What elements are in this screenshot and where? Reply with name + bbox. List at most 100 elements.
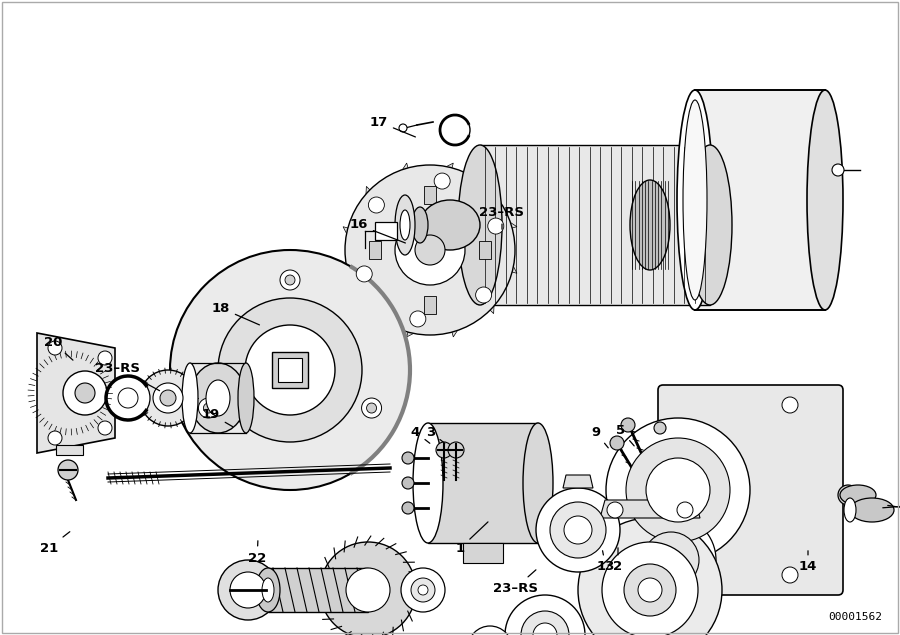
Circle shape: [621, 418, 635, 432]
Ellipse shape: [677, 90, 713, 310]
Circle shape: [402, 477, 414, 489]
Circle shape: [395, 215, 465, 285]
Circle shape: [468, 626, 512, 635]
Circle shape: [366, 403, 376, 413]
Text: 21: 21: [40, 531, 70, 554]
Polygon shape: [430, 250, 517, 273]
Ellipse shape: [256, 568, 280, 612]
Ellipse shape: [523, 423, 553, 543]
Polygon shape: [365, 186, 430, 250]
Circle shape: [677, 502, 693, 518]
Circle shape: [58, 460, 78, 480]
Circle shape: [626, 438, 730, 542]
Ellipse shape: [807, 90, 843, 310]
Circle shape: [550, 502, 606, 558]
Polygon shape: [343, 250, 430, 288]
Circle shape: [345, 165, 515, 335]
Bar: [278, 358, 302, 382]
Polygon shape: [463, 543, 503, 563]
Ellipse shape: [688, 145, 732, 305]
Text: 22: 22: [248, 541, 266, 565]
Circle shape: [140, 370, 196, 426]
Circle shape: [280, 270, 300, 290]
Text: 15: 15: [0, 634, 1, 635]
Circle shape: [782, 567, 798, 583]
Ellipse shape: [420, 200, 480, 250]
Text: 18: 18: [212, 302, 259, 325]
Text: 00001562: 00001562: [828, 612, 882, 622]
Bar: [272, 352, 308, 388]
Bar: [424, 296, 436, 314]
Ellipse shape: [683, 100, 707, 300]
Polygon shape: [56, 445, 83, 455]
Circle shape: [448, 442, 464, 458]
Polygon shape: [430, 250, 467, 337]
Ellipse shape: [850, 498, 894, 522]
Ellipse shape: [395, 195, 415, 255]
Bar: [428, 423, 538, 543]
Polygon shape: [563, 475, 593, 488]
Circle shape: [521, 611, 569, 635]
Circle shape: [285, 275, 295, 285]
Circle shape: [638, 578, 662, 602]
Ellipse shape: [458, 145, 502, 305]
Polygon shape: [430, 250, 495, 314]
Circle shape: [153, 383, 183, 413]
Ellipse shape: [206, 380, 230, 416]
Circle shape: [654, 422, 666, 434]
Bar: [369, 241, 381, 259]
Ellipse shape: [840, 485, 876, 505]
Polygon shape: [430, 213, 517, 250]
Circle shape: [536, 488, 620, 572]
Circle shape: [98, 351, 112, 365]
Circle shape: [160, 390, 176, 406]
Circle shape: [626, 515, 716, 605]
Circle shape: [436, 442, 452, 458]
Circle shape: [245, 325, 335, 415]
Circle shape: [48, 431, 62, 445]
Ellipse shape: [844, 498, 856, 522]
Circle shape: [198, 398, 219, 418]
Ellipse shape: [262, 578, 274, 602]
FancyBboxPatch shape: [658, 385, 843, 595]
Circle shape: [48, 341, 62, 355]
Circle shape: [782, 397, 798, 413]
Text: 4: 4: [410, 425, 430, 443]
Circle shape: [75, 383, 95, 403]
Polygon shape: [343, 227, 430, 250]
Text: 23–RS: 23–RS: [95, 361, 159, 391]
Text: 14: 14: [799, 551, 817, 573]
Ellipse shape: [182, 363, 198, 433]
Text: 7: 7: [0, 634, 1, 635]
Polygon shape: [600, 500, 700, 518]
Text: 12: 12: [0, 634, 1, 635]
Circle shape: [646, 458, 710, 522]
Text: 8: 8: [0, 634, 1, 635]
Text: 20: 20: [43, 335, 73, 360]
Circle shape: [356, 266, 373, 282]
Text: 17: 17: [370, 116, 416, 137]
Text: 9: 9: [591, 425, 608, 448]
Bar: [695, 90, 825, 310]
Text: 23–RS: 23–RS: [480, 206, 525, 229]
Circle shape: [230, 572, 266, 608]
Circle shape: [399, 124, 407, 132]
Text: 2: 2: [614, 548, 623, 573]
Polygon shape: [366, 250, 430, 315]
Text: 23–RS: 23–RS: [0, 634, 1, 635]
Circle shape: [170, 250, 410, 490]
Circle shape: [415, 235, 445, 265]
Circle shape: [63, 371, 107, 415]
Bar: [375, 222, 397, 240]
Circle shape: [607, 502, 623, 518]
Text: 19: 19: [202, 408, 232, 427]
Circle shape: [475, 287, 491, 303]
Polygon shape: [37, 333, 115, 453]
Circle shape: [602, 542, 698, 635]
Ellipse shape: [400, 210, 410, 240]
Circle shape: [401, 568, 445, 612]
Circle shape: [606, 418, 750, 562]
Bar: [480, 145, 710, 305]
Text: 11: 11: [0, 634, 1, 635]
Circle shape: [610, 436, 624, 450]
